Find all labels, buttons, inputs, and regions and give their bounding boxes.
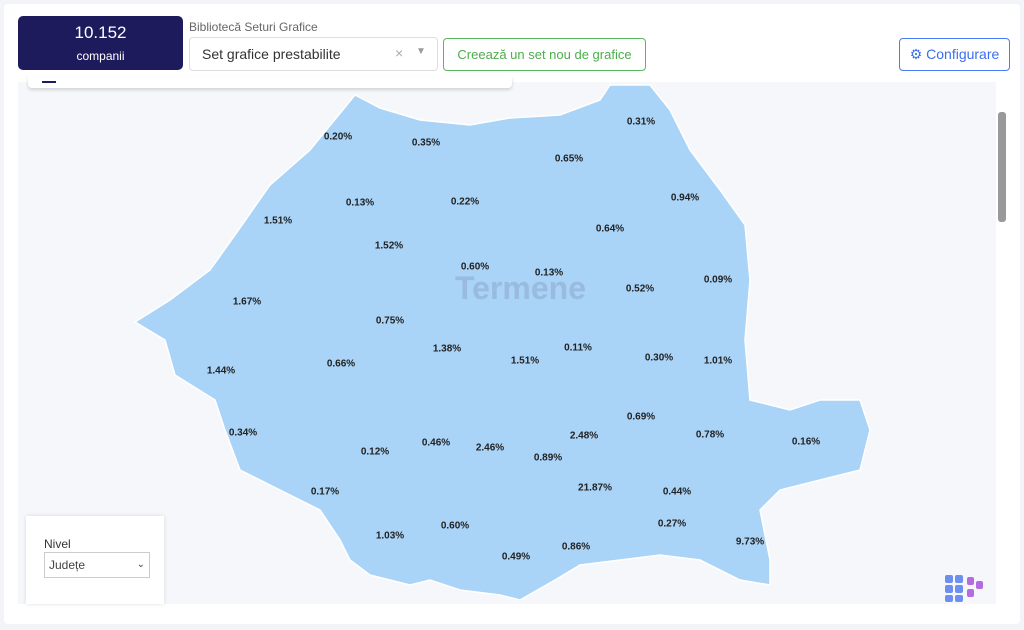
create-chart-set-button[interactable]: Creează un set nou de grafice	[443, 38, 646, 71]
configure-button[interactable]: ⚙ Configurare	[899, 38, 1010, 71]
county-value-label: 1.51%	[510, 355, 540, 367]
gear-icon: ⚙	[909, 46, 923, 62]
county-value-label: 0.65%	[554, 153, 584, 165]
county-value-label: 0.16%	[791, 436, 821, 448]
county-value-label: 2.46%	[475, 442, 505, 454]
county-value-label: 0.69%	[626, 411, 656, 423]
county-value-label: 1.52%	[374, 240, 404, 252]
county-value-label: 0.34%	[228, 427, 258, 439]
clear-icon[interactable]: ×	[395, 45, 404, 61]
county-value-label: 0.27%	[657, 518, 687, 530]
configure-label: Configurare	[926, 46, 1000, 62]
county-value-label: 0.12%	[360, 446, 390, 458]
county-value-label: 0.49%	[501, 551, 531, 563]
county-value-label: 1.67%	[232, 296, 262, 308]
level-panel: Nivel Județe ⌄	[26, 516, 164, 604]
map-toolbar	[28, 76, 512, 88]
county-value-label: 0.11%	[564, 342, 592, 354]
county-value-label: 0.44%	[662, 486, 692, 498]
app-logo	[945, 575, 983, 602]
county-value-label: 9.73%	[735, 536, 765, 548]
level-label: Nivel	[44, 537, 71, 551]
county-value-label: 0.31%	[626, 116, 656, 128]
county-value-label: 0.17%	[310, 486, 340, 498]
menu-icon[interactable]	[42, 81, 56, 83]
county-value-label: 1.44%	[206, 365, 236, 377]
county-value-label: 0.89%	[533, 452, 563, 464]
chevron-down-icon[interactable]: ▼	[416, 46, 426, 57]
county-value-label: 0.52%	[625, 283, 655, 295]
county-value-label: 0.20%	[323, 131, 353, 143]
county-value-label: 0.64%	[595, 223, 625, 235]
county-value-label: 0.94%	[670, 192, 700, 204]
company-count-unit: companii	[76, 49, 125, 63]
county-value-label: 0.13%	[345, 197, 375, 209]
county-value-label: 1.38%	[432, 343, 462, 355]
chart-set-value: Set grafice prestabilite	[202, 46, 341, 62]
level-value: Județe	[49, 558, 86, 572]
chevron-down-icon: ⌄	[136, 559, 145, 570]
watermark: Termene	[455, 270, 587, 306]
company-count: 10.152	[74, 23, 127, 42]
county-value-label: 0.78%	[695, 429, 725, 441]
county-value-label: 0.30%	[644, 352, 674, 364]
county-value-label: 21.87%	[578, 482, 612, 494]
chart-set-select[interactable]: Set grafice prestabilite × ▼	[189, 37, 438, 71]
company-count-badge: 10.152 companii	[18, 16, 183, 70]
county-value-label: 0.60%	[440, 520, 470, 532]
county-value-label: 0.35%	[411, 137, 441, 149]
county-value-label: 1.51%	[263, 215, 293, 227]
county-value-label: 0.46%	[421, 437, 451, 449]
level-select[interactable]: Județe ⌄	[44, 552, 150, 578]
county-value-label: 0.09%	[703, 274, 733, 286]
scrollbar[interactable]	[998, 112, 1006, 222]
county-value-label: 0.86%	[561, 541, 591, 553]
library-label: Bibliotecă Seturi Grafice	[189, 20, 318, 34]
county-value-label: 2.48%	[569, 430, 599, 442]
county-value-label: 0.75%	[375, 315, 405, 327]
county-value-label: 0.66%	[326, 358, 356, 370]
county-value-label: 0.22%	[450, 196, 480, 208]
map-outline[interactable]	[133, 84, 871, 601]
county-value-label: 1.01%	[703, 355, 733, 367]
county-value-label: 0.60%	[460, 261, 490, 273]
county-value-label: 1.03%	[375, 530, 405, 542]
county-value-label: 0.13%	[534, 267, 564, 279]
